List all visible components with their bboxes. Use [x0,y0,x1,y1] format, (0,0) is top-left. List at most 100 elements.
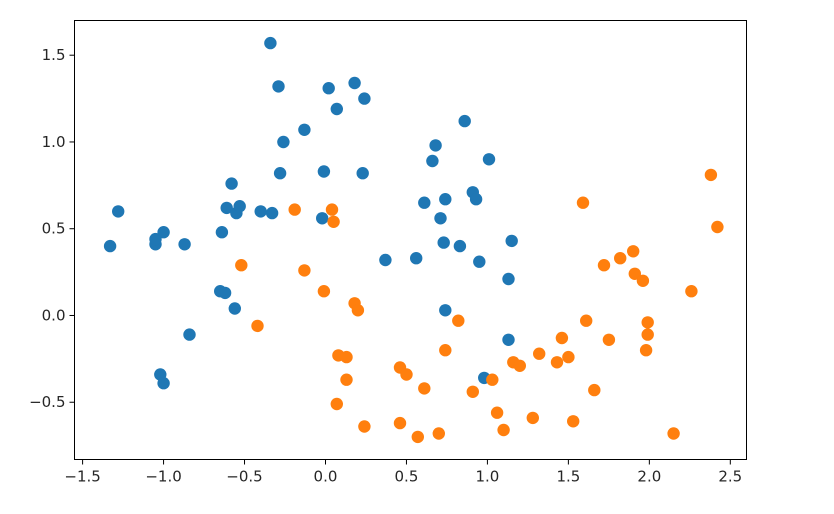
y-tick-label: −0.5 [29,393,65,411]
data-point [325,203,339,216]
y-tick-label: 0.0 [42,306,66,324]
x-tick-label: 2.0 [637,468,661,486]
data-point [513,359,526,372]
data-point [317,165,331,178]
data-point [273,167,287,180]
data-point [358,92,371,105]
x-tick-label: 1.0 [475,468,499,486]
data-point [505,234,518,248]
data-point [502,333,515,346]
data-point [228,302,241,315]
data-point [432,427,445,440]
y-tick-label: 1.5 [42,46,66,64]
data-point [265,206,279,220]
data-point [437,236,450,249]
data-point [103,239,117,253]
data-point [400,368,413,381]
data-point [550,356,564,369]
data-point [298,264,311,277]
x-axis: −1.5 −1.0 −0.5 0.0 0.5 1.0 1.5 2.0 2.5 [64,459,742,486]
data-point [526,411,539,425]
data-point [576,196,590,209]
data-point [580,314,593,327]
data-point [254,205,267,218]
data-point [567,415,580,428]
data-point [322,82,335,95]
data-point [215,226,229,239]
x-tick-label: −1.5 [64,468,100,486]
data-point [288,203,301,216]
y-tick-label: 1.0 [42,133,66,151]
data-point [453,239,467,253]
data-point [628,267,641,280]
data-point [330,102,343,116]
data-point [330,397,343,411]
data-point [264,36,277,50]
data-point [426,154,439,168]
data-point [711,220,724,234]
x-tick-label: 1.5 [556,468,580,486]
data-point [627,245,640,258]
data-point [410,252,423,265]
series-2 [235,168,724,444]
data-point [183,328,196,341]
data-point [379,253,392,267]
data-point [439,344,452,357]
data-point [178,238,191,251]
data-point [157,377,170,390]
data-point [555,331,569,345]
data-point [418,196,431,209]
data-point [340,350,353,364]
data-point [533,347,546,360]
data-point [298,123,311,136]
data-point [220,201,233,215]
data-point [636,274,650,287]
data-point [351,304,365,317]
data-point [588,383,601,397]
plot-area-frame [74,20,747,460]
data-point [316,212,329,225]
data-point [251,319,264,333]
data-point [439,193,452,206]
data-point [327,215,340,228]
data-point [602,333,616,346]
data-point [685,285,698,298]
data-point [466,385,479,398]
data-point [277,135,290,149]
data-point [411,430,424,444]
data-point [482,153,496,166]
data-point [429,139,442,152]
x-tick-label: 2.5 [718,468,742,486]
data-point [469,193,483,206]
data-point [473,255,486,268]
y-axis: −0.5 0.0 0.5 1.0 1.5 [29,46,75,411]
data-point [358,420,371,433]
data-point [490,406,504,419]
data-point [149,232,162,246]
data-point [497,423,510,437]
data-point [452,314,465,327]
data-point [641,316,654,329]
data-point [225,177,238,190]
data-point [340,373,353,386]
data-point [502,272,515,286]
data-point [641,328,654,341]
data-point [667,427,680,440]
data-point [486,373,499,386]
data-point [235,259,248,272]
data-point [458,114,471,128]
data-point [157,226,170,239]
data-point [418,382,431,395]
x-tick-label: −1.0 [145,468,181,486]
data-point [218,286,232,300]
data-point [597,259,611,272]
x-tick-label: 0.0 [314,468,338,486]
series-1 [103,36,518,390]
data-point [356,167,369,180]
data-point [614,252,627,265]
data-point [439,304,452,317]
data-point [317,285,331,298]
data-point [112,205,125,218]
data-point [434,212,447,225]
